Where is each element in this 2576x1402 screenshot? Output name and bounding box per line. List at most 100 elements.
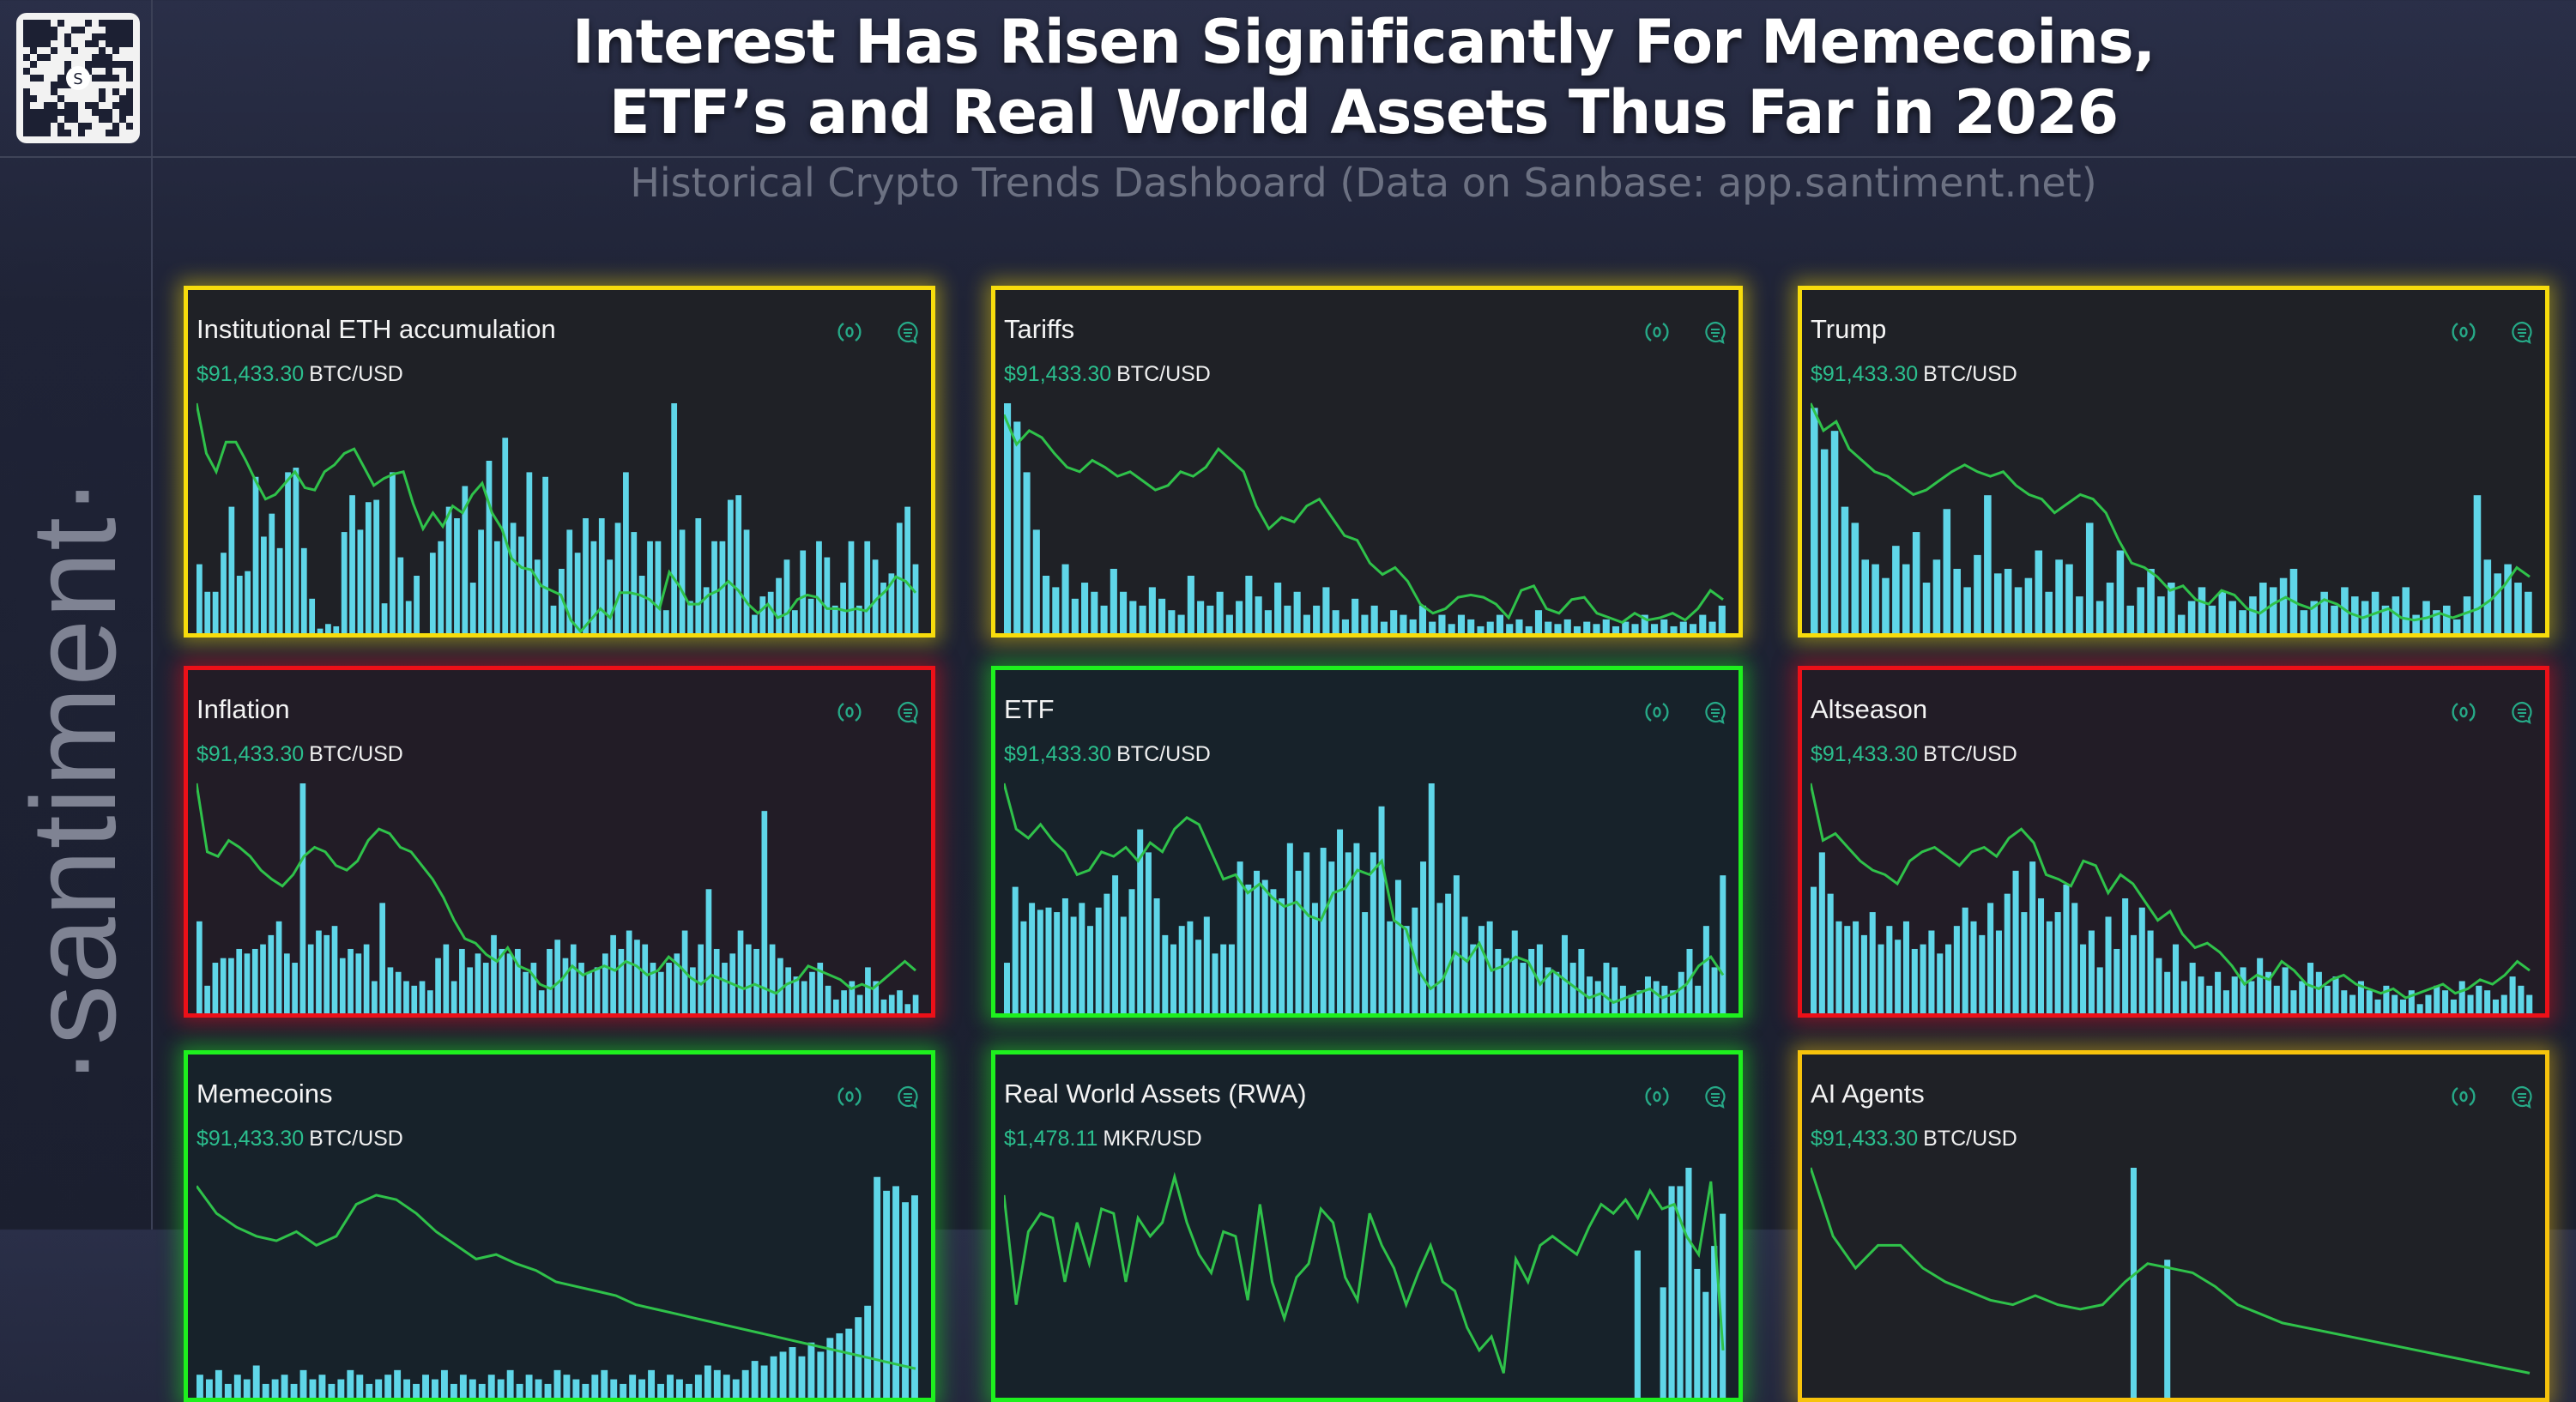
volume-bar [331,926,338,1013]
comment-icon[interactable] [1702,319,1728,345]
chart-card[interactable]: Altseason $91,433.30 BTC/USD [1798,666,2549,1018]
volume-bar [419,981,426,1013]
volume-bar [760,1365,768,1398]
volume-bar [2257,958,2264,1013]
comment-icon[interactable] [895,319,921,345]
volume-bar [2494,573,2502,633]
volume-bar [2240,967,2246,1013]
price-value: $91,433.30 [1811,742,1919,766]
comment-icon[interactable] [2509,319,2535,345]
volume-bar [2341,990,2348,1013]
chart-card[interactable]: Trump $91,433.30 BTC/USD [1798,286,2549,638]
volume-bar [723,1375,730,1398]
price-pair: BTC/USD [1116,742,1211,766]
volume-bar [2095,601,2104,633]
volume-bar [2269,587,2277,633]
comment-icon[interactable] [2509,699,2535,725]
price-value: $1,478.11 [1004,1127,1098,1151]
volume-bar [2164,971,2171,1013]
chart-title[interactable]: Inflation [197,694,290,724]
signal-icon[interactable] [2451,319,2476,345]
volume-bar [2076,596,2083,633]
signal-icon[interactable] [1644,319,1670,345]
volume-bar [614,523,621,633]
volume-bar [620,1383,627,1398]
chart-card[interactable]: Memecoins $91,433.30 BTC/USD [184,1050,935,1402]
chart-title[interactable]: Trump [1811,314,1887,344]
volume-bar [1254,870,1261,1013]
volume-bar [583,518,589,633]
signal-icon[interactable] [1644,1084,1670,1109]
volume-bar [355,953,362,1013]
comment-icon[interactable] [1702,699,1728,725]
volume-bar [487,1375,495,1398]
volume-bar [2483,559,2492,633]
signal-icon[interactable] [2451,699,2476,725]
comment-icon[interactable] [1702,1084,1728,1109]
chart-card[interactable]: ETF $91,433.30 BTC/USD [991,666,1743,1018]
volume-bar [1634,1250,1641,1398]
volume-bar [1496,614,1504,633]
chart-card[interactable]: Real World Assets (RWA) $1,478.11 MKR/USD [991,1050,1743,1402]
volume-bar [292,963,298,1013]
signal-icon[interactable] [837,699,862,725]
volume-bar [2383,985,2390,1013]
volume-bar [2096,967,2103,1013]
chart-title[interactable]: AI Agents [1811,1079,1925,1109]
volume-bar [1195,940,1202,1013]
trend-chart [197,402,919,633]
volume-bar [2046,921,2053,1013]
signal-icon[interactable] [2451,1084,2476,1109]
volume-bar [1702,1291,1709,1398]
volume-bar [578,963,584,1013]
volume-bar [1679,621,1687,633]
volume-bar [1162,934,1169,1013]
volume-bar [629,1375,637,1398]
volume-bar [2300,610,2308,633]
volume-bar [309,598,316,633]
volume-bar [1261,879,1268,1013]
volume-bar [1071,598,1079,633]
volume-bar [2416,1004,2423,1013]
volume-bar [212,591,219,633]
volume-bar [883,1190,891,1398]
volume-bar [1032,529,1040,633]
chart-title[interactable]: Altseason [1811,694,1928,724]
chart-card[interactable]: Institutional ETH accumulation $91,433.3… [184,286,935,638]
volume-bar [197,564,203,633]
volume-bar [1137,829,1144,1013]
volume-bar [2045,591,2053,633]
chart-card[interactable]: Inflation $91,433.30 BTC/USD [184,666,935,1018]
trend-chart [1811,1167,2531,1398]
qr-code[interactable]: S [16,13,140,143]
signal-icon[interactable] [837,319,862,345]
volume-bar [1525,625,1533,633]
signal-icon[interactable] [837,1084,862,1109]
volume-bar [687,601,693,633]
volume-bar [1660,619,1668,633]
chart-title[interactable]: Tariffs [1004,314,1075,344]
volume-bar [2198,976,2204,1013]
chart-title[interactable]: Real World Assets (RWA) [1004,1079,1307,1109]
chart-title[interactable]: Institutional ETH accumulation [197,314,556,344]
volume-bar [1361,614,1369,633]
volume-bar [912,564,919,633]
volume-bar [873,981,880,1013]
volume-bar [623,472,629,633]
comment-icon[interactable] [895,699,921,725]
comment-icon[interactable] [895,1084,921,1109]
volume-bar [1486,621,1494,633]
volume-bar [1636,990,1643,1013]
volume-bar [1631,624,1639,633]
volume-bar [2080,944,2087,1013]
chart-card[interactable]: Tariffs $91,433.30 BTC/USD [991,286,1743,638]
volume-bar [713,948,720,1013]
volume-bar [2085,523,2094,633]
chart-card[interactable]: AI Agents $91,433.30 BTC/USD [1798,1050,2549,1402]
volume-bar [902,1202,909,1398]
chart-title[interactable]: Memecoins [197,1079,333,1109]
comment-icon[interactable] [2509,1084,2535,1109]
signal-icon[interactable] [1644,699,1670,725]
volume-bar [1387,921,1394,1013]
chart-title[interactable]: ETF [1004,694,1055,724]
